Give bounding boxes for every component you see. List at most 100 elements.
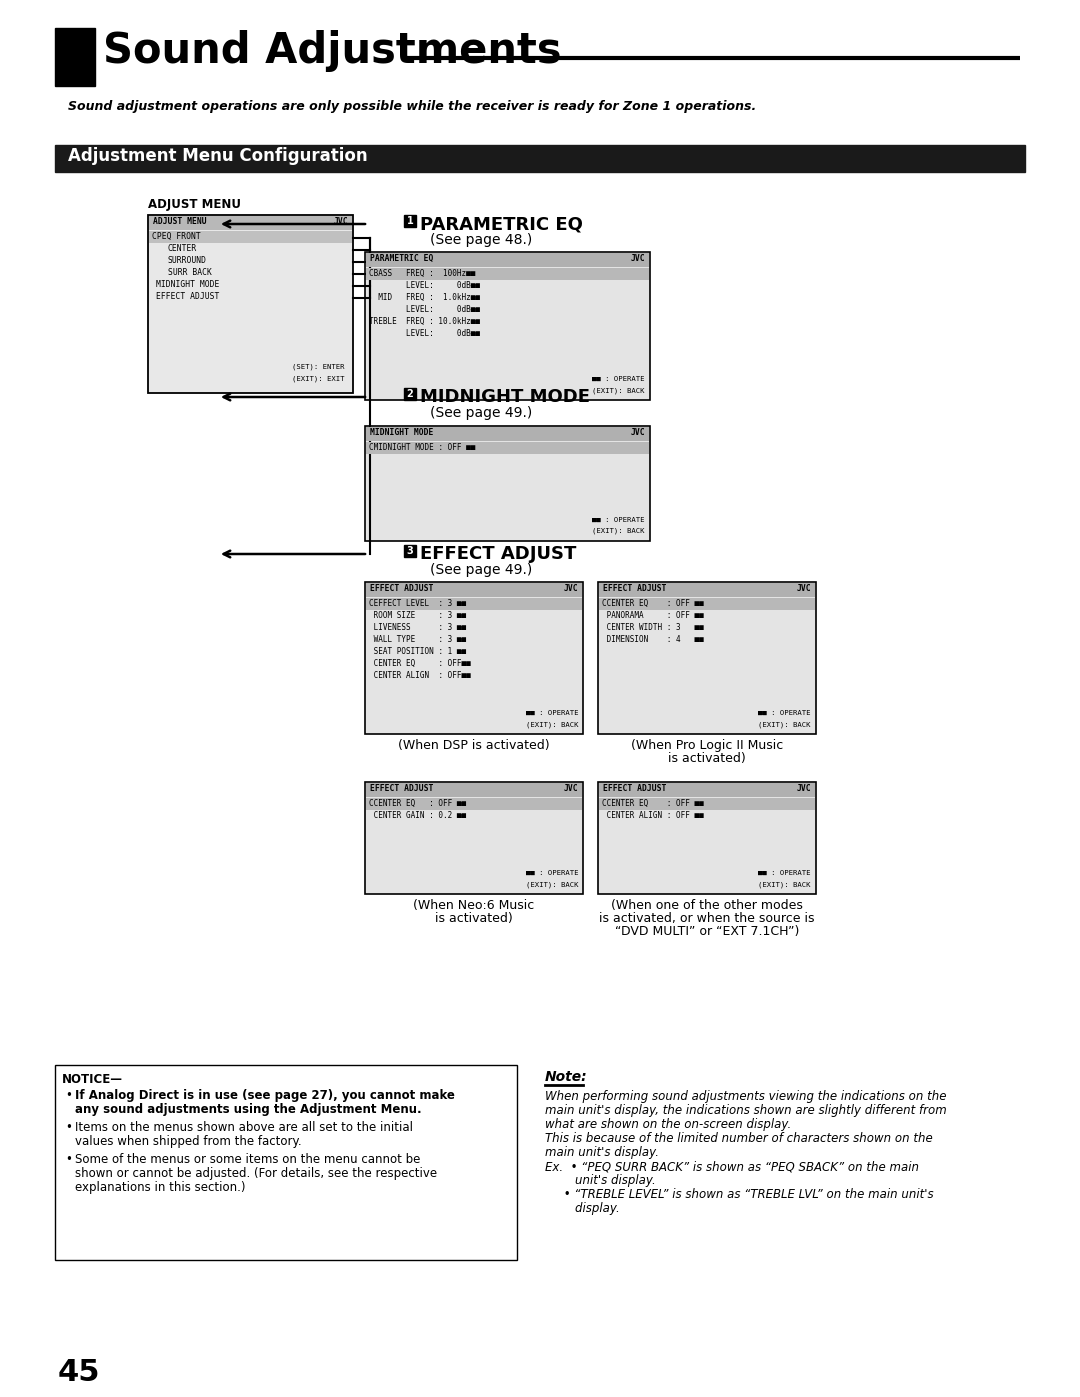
Text: (See page 49.): (See page 49.) (430, 407, 532, 420)
Text: is activated): is activated) (669, 752, 746, 766)
Text: values when shipped from the factory.: values when shipped from the factory. (75, 1134, 301, 1148)
Text: (When one of the other modes: (When one of the other modes (611, 900, 802, 912)
Text: JVC: JVC (564, 784, 578, 793)
Text: NOTICE—: NOTICE— (62, 1073, 123, 1085)
Bar (365, 782, 583, 894)
Text: (SET): ENTER: (SET): ENTER (293, 363, 345, 369)
Text: •: • (65, 1090, 72, 1102)
Text: CENTER EQ     : OFF■■: CENTER EQ : OFF■■ (369, 659, 471, 668)
Text: ■■ : OPERATE: ■■ : OPERATE (758, 710, 811, 717)
Text: ■■ : OPERATE: ■■ : OPERATE (593, 517, 645, 522)
Text: is activated, or when the source is: is activated, or when the source is (599, 912, 814, 925)
Bar (599, 583, 815, 597)
Bar (55, 1065, 517, 1260)
Text: 2: 2 (407, 388, 414, 400)
Text: SURROUND: SURROUND (168, 256, 207, 265)
Text: (When DSP is activated): (When DSP is activated) (399, 739, 550, 752)
Bar (366, 798, 582, 810)
Text: (EXIT): BACK: (EXIT): BACK (526, 721, 578, 728)
Text: (EXIT): BACK: (EXIT): BACK (593, 528, 645, 535)
Bar (366, 583, 582, 597)
Bar (55, 145, 1025, 172)
Text: ADJUST MENU: ADJUST MENU (148, 198, 241, 211)
Bar (404, 545, 416, 557)
Text: LEVEL:     0dB■■: LEVEL: 0dB■■ (369, 305, 480, 314)
Text: Sound Adjustments: Sound Adjustments (103, 29, 562, 73)
Text: PARAMETRIC EQ: PARAMETRIC EQ (370, 254, 433, 263)
Text: •: • (65, 1153, 72, 1166)
Text: SEAT POSITION : 1 ■■: SEAT POSITION : 1 ■■ (369, 647, 467, 657)
Text: “DVD MULTI” or “EXT 7.1CH”): “DVD MULTI” or “EXT 7.1CH”) (615, 925, 799, 937)
Text: EFFECT ADJUST: EFFECT ADJUST (603, 584, 666, 592)
Text: unit's display.: unit's display. (545, 1173, 656, 1187)
Text: LIVENESS      : 3 ■■: LIVENESS : 3 ■■ (369, 623, 467, 631)
Text: CMIDNIGHT MODE : OFF ■■: CMIDNIGHT MODE : OFF ■■ (369, 443, 475, 453)
Text: Items on the menus shown above are all set to the initial: Items on the menus shown above are all s… (75, 1120, 413, 1134)
Text: TREBLE  FREQ : 10.0kHz■■: TREBLE FREQ : 10.0kHz■■ (369, 317, 480, 326)
Bar (599, 598, 815, 610)
Text: CPEQ FRONT: CPEQ FRONT (152, 232, 201, 242)
Text: main unit's display, the indications shown are slightly different from: main unit's display, the indications sho… (545, 1104, 947, 1118)
Bar (366, 268, 649, 279)
Text: EFFECT ADJUST: EFFECT ADJUST (603, 784, 666, 793)
Text: EFFECT ADJUST: EFFECT ADJUST (156, 292, 219, 300)
Bar (365, 583, 583, 733)
Bar (149, 231, 352, 243)
Text: JVC: JVC (334, 217, 348, 226)
Text: JVC: JVC (631, 427, 645, 437)
Text: (EXIT): BACK: (EXIT): BACK (593, 387, 645, 394)
Text: (See page 48.): (See page 48.) (430, 233, 532, 247)
Bar (598, 583, 816, 733)
Bar (55, 28, 95, 87)
Text: shown or cannot be adjusted. (For details, see the respective: shown or cannot be adjusted. (For detail… (75, 1166, 437, 1180)
Text: Note:: Note: (545, 1070, 588, 1084)
Text: MIDNIGHT MODE: MIDNIGHT MODE (420, 388, 590, 407)
Text: CCENTER EQ    : OFF ■■: CCENTER EQ : OFF ■■ (602, 799, 704, 807)
Text: CENTER ALIGN : OFF ■■: CENTER ALIGN : OFF ■■ (602, 812, 704, 820)
Text: ■■ : OPERATE: ■■ : OPERATE (526, 710, 578, 717)
Text: ■■ : OPERATE: ■■ : OPERATE (593, 376, 645, 381)
Text: CBASS   FREQ :  100Hz■■: CBASS FREQ : 100Hz■■ (369, 270, 475, 278)
Text: Ex.  • “PEQ SURR BACK” is shown as “PEQ SBACK” on the main: Ex. • “PEQ SURR BACK” is shown as “PEQ S… (545, 1160, 919, 1173)
Text: PARAMETRIC EQ: PARAMETRIC EQ (420, 215, 583, 233)
Text: JVC: JVC (631, 254, 645, 263)
Text: CCENTER EQ    : OFF ■■: CCENTER EQ : OFF ■■ (602, 599, 704, 608)
Text: PANORAMA     : OFF ■■: PANORAMA : OFF ■■ (602, 610, 704, 620)
Text: what are shown on the on-screen display.: what are shown on the on-screen display. (545, 1118, 792, 1132)
Text: main unit's display.: main unit's display. (545, 1146, 659, 1160)
Text: CENTER: CENTER (168, 244, 198, 253)
Text: any sound adjustments using the Adjustment Menu.: any sound adjustments using the Adjustme… (75, 1104, 421, 1116)
Text: (EXIT): BACK: (EXIT): BACK (758, 882, 811, 887)
Text: (EXIT): BACK: (EXIT): BACK (526, 882, 578, 887)
Text: CCENTER EQ   : OFF ■■: CCENTER EQ : OFF ■■ (369, 799, 467, 807)
Text: SURR BACK: SURR BACK (168, 268, 212, 277)
Text: JVC: JVC (564, 584, 578, 592)
Bar (365, 251, 650, 400)
Text: EFFECT ADJUST: EFFECT ADJUST (420, 545, 577, 563)
Text: WALL TYPE     : 3 ■■: WALL TYPE : 3 ■■ (369, 636, 467, 644)
Text: (See page 49.): (See page 49.) (430, 563, 532, 577)
Bar (598, 782, 816, 894)
Text: •: • (65, 1120, 72, 1134)
Text: explanations in this section.): explanations in this section.) (75, 1180, 245, 1194)
Bar (366, 427, 649, 441)
Text: Adjustment Menu Configuration: Adjustment Menu Configuration (68, 147, 367, 165)
Text: (When Pro Logic II Music: (When Pro Logic II Music (631, 739, 783, 752)
Bar (599, 798, 815, 810)
Text: Sound adjustment operations are only possible while the receiver is ready for Zo: Sound adjustment operations are only pos… (68, 101, 756, 113)
Bar (599, 782, 815, 798)
Bar (366, 253, 649, 267)
Text: display.: display. (545, 1201, 620, 1215)
Text: (EXIT): BACK: (EXIT): BACK (758, 721, 811, 728)
Text: EFFECT ADJUST: EFFECT ADJUST (370, 784, 433, 793)
Bar (366, 782, 582, 798)
Text: This is because of the limited number of characters shown on the: This is because of the limited number of… (545, 1132, 933, 1146)
Text: is activated): is activated) (435, 912, 513, 925)
Text: CENTER ALIGN  : OFF■■: CENTER ALIGN : OFF■■ (369, 671, 471, 680)
Bar (149, 217, 352, 231)
Text: MID   FREQ :  1.0kHz■■: MID FREQ : 1.0kHz■■ (369, 293, 480, 302)
Text: 1: 1 (407, 217, 414, 226)
Text: LEVEL:     0dB■■: LEVEL: 0dB■■ (369, 330, 480, 338)
Text: EFFECT ADJUST: EFFECT ADJUST (370, 584, 433, 592)
Text: 45: 45 (58, 1358, 100, 1387)
